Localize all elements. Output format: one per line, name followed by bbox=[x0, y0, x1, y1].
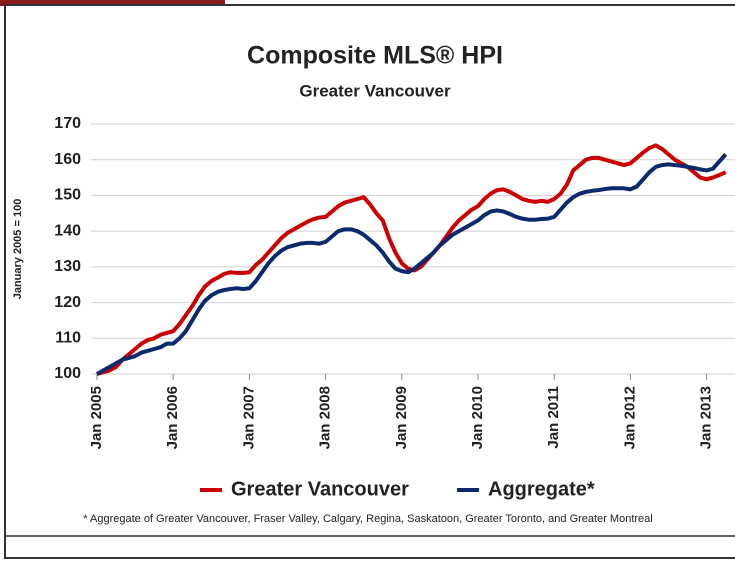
y-tick-label: 120 bbox=[54, 294, 81, 311]
x-tick-label: Jan 2010 bbox=[469, 386, 486, 449]
header-strip bbox=[0, 0, 225, 6]
frame bbox=[4, 4, 735, 559]
x-tick-label: Jan 2011 bbox=[545, 386, 562, 449]
x-tick-label: Jan 2008 bbox=[317, 386, 334, 449]
y-tick-label: 160 bbox=[54, 151, 81, 168]
series-line bbox=[96, 143, 727, 376]
y-tick-label: 170 bbox=[54, 115, 81, 132]
y-tick-label: 150 bbox=[54, 187, 81, 204]
x-tick-label: Jan 2007 bbox=[240, 386, 257, 449]
x-tick-label: Jan 2005 bbox=[88, 386, 105, 449]
chart-subtitle: Greater Vancouver bbox=[299, 81, 451, 100]
y-tick-label: 110 bbox=[55, 330, 81, 347]
series-line bbox=[96, 153, 728, 376]
y-axis-label: January 2005 = 100 bbox=[12, 199, 24, 300]
x-tick-label: Jan 2009 bbox=[393, 386, 410, 449]
x-tick-label: Jan 2006 bbox=[164, 386, 181, 449]
chart-title: Composite MLS® HPI bbox=[247, 42, 503, 70]
footnote: * Aggregate of Greater Vancouver, Fraser… bbox=[83, 513, 652, 525]
y-tick-label: 130 bbox=[54, 258, 81, 275]
y-tick-label: 100 bbox=[54, 365, 81, 382]
x-tick-label: Jan 2013 bbox=[698, 386, 715, 449]
y-tick-label: 140 bbox=[54, 222, 81, 239]
legend-label: Aggregate* bbox=[488, 478, 595, 500]
legend-label: Greater Vancouver bbox=[231, 478, 409, 500]
x-tick-label: Jan 2012 bbox=[621, 386, 638, 449]
